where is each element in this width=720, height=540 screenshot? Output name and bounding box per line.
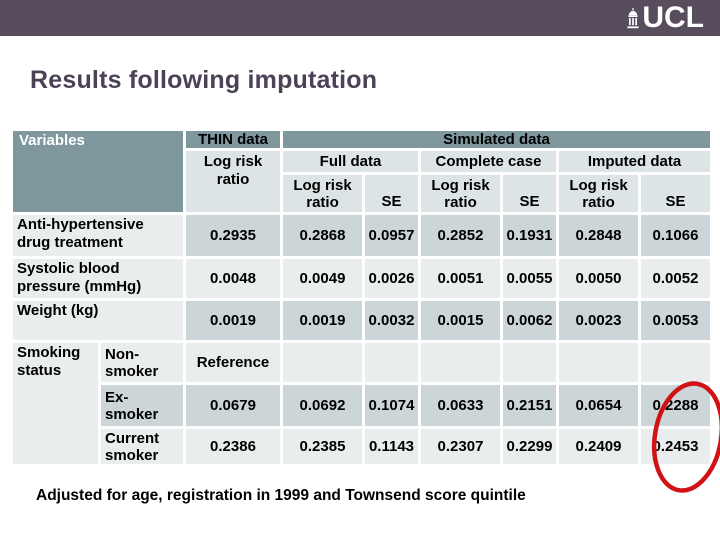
header-imp-log-risk-ratio: Log risk ratio — [556, 172, 641, 216]
header-cc-se: SE — [500, 172, 559, 216]
table-cell: 0.0049 — [280, 256, 365, 302]
row-label: Ex-smoker — [98, 382, 186, 430]
table-cell — [418, 340, 503, 386]
row-label-smoking-status: Smoking status — [10, 340, 101, 468]
table-cell-circled: 0.2453 — [638, 426, 713, 468]
table-row: Systolic blood pressure (mmHg) 0.0048 0.… — [10, 256, 713, 302]
table-cell: 0.0957 — [362, 212, 421, 260]
table-cell — [362, 340, 421, 386]
table-row: Current smoker 0.2386 0.2385 0.1143 0.23… — [12, 426, 713, 468]
table-cell: 0.0032 — [362, 298, 421, 344]
table-cell: 0.2299 — [500, 426, 559, 468]
table-cell — [500, 340, 559, 386]
header-variables: Variables — [10, 127, 186, 216]
table-cell: 0.0015 — [418, 298, 503, 344]
row-label: Current smoker — [98, 426, 186, 468]
table-cell: 0.0019 — [280, 298, 365, 344]
table-cell: Reference — [183, 340, 283, 386]
table-cell: 0.2935 — [183, 212, 283, 260]
table-cell — [556, 340, 641, 386]
table-cell: 0.2386 — [183, 426, 283, 468]
top-banner: UCL — [0, 0, 720, 36]
header-full-log-risk-ratio: Log risk ratio — [280, 172, 365, 216]
table-cell: 0.0019 — [183, 298, 283, 344]
table-cell: 0.2852 — [418, 212, 503, 260]
results-table: Variables THIN data Simulated data Log r… — [10, 127, 713, 468]
table-cell: 0.2409 — [556, 426, 641, 468]
header-thin-data: THIN data — [183, 127, 283, 152]
table-cell: 0.0050 — [556, 256, 641, 302]
table-cell: 0.2868 — [280, 212, 365, 260]
ucl-logo-text: UCL — [642, 1, 704, 34]
table-row: Anti-hypertensive drug treatment 0.2935 … — [10, 212, 713, 260]
table-cell: 0.0062 — [500, 298, 559, 344]
table-cell: 0.2848 — [556, 212, 641, 260]
table-cell: 0.1074 — [362, 382, 421, 430]
header-simulated-data: Simulated data — [280, 127, 713, 152]
ucl-portico-icon — [627, 8, 639, 29]
table-cell: 0.2385 — [280, 426, 365, 468]
row-label: Systolic blood pressure (mmHg) — [10, 256, 186, 302]
table-cell — [280, 340, 365, 386]
table-cell: 0.0026 — [362, 256, 421, 302]
table-cell: 0.1143 — [362, 426, 421, 468]
table-row: Smoking status Non-smoker Reference — [10, 340, 713, 468]
table-cell: 0.0048 — [183, 256, 283, 302]
table-cell: 0.1931 — [500, 212, 559, 260]
header-cc-log-risk-ratio: Log risk ratio — [418, 172, 503, 216]
header-complete-case: Complete case — [418, 148, 559, 176]
header-thin-log-risk-ratio: Log risk ratio — [183, 148, 283, 216]
table-cell: 0.0023 — [556, 298, 641, 344]
header-full-data: Full data — [280, 148, 421, 176]
row-label: Weight (kg) — [10, 298, 186, 344]
row-label: Anti-hypertensive drug treatment — [10, 212, 186, 260]
table-cell: 0.0692 — [280, 382, 365, 430]
footnote: Adjusted for age, registration in 1999 a… — [36, 487, 526, 504]
table-row: Ex-smoker 0.0679 0.0692 0.1074 0.0633 0.… — [12, 382, 713, 430]
table-cell-circled: 0.2288 — [638, 382, 713, 430]
table-cell: 0.0051 — [418, 256, 503, 302]
table-cell: 0.0052 — [638, 256, 713, 302]
header-full-se: SE — [362, 172, 421, 216]
row-label: Non-smoker — [98, 340, 186, 386]
table-cell: 0.0633 — [418, 382, 503, 430]
table-cell — [638, 340, 713, 386]
ucl-logo: UCL — [626, 3, 704, 33]
header-imp-se: SE — [638, 172, 713, 216]
page-title: Results following imputation — [30, 66, 378, 94]
table-cell: 0.2307 — [418, 426, 503, 468]
table-cell: 0.0654 — [556, 382, 641, 430]
table-cell: 0.0055 — [500, 256, 559, 302]
table-cell: 0.0679 — [183, 382, 283, 430]
table-cell: 0.2151 — [500, 382, 559, 430]
table-row: Weight (kg) 0.0019 0.0019 0.0032 0.0015 … — [10, 298, 713, 344]
table-cell: 0.1066 — [638, 212, 713, 260]
table-cell: 0.0053 — [638, 298, 713, 344]
header-imputed-data: Imputed data — [556, 148, 713, 176]
